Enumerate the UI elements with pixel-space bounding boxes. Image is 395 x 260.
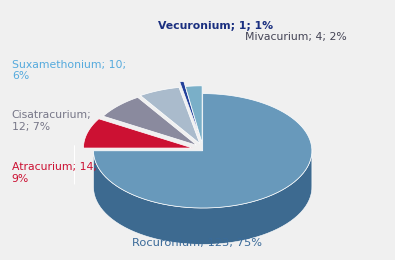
- Polygon shape: [94, 94, 312, 208]
- Polygon shape: [180, 81, 201, 138]
- Polygon shape: [94, 150, 312, 244]
- Text: Mivacurium; 4; 2%: Mivacurium; 4; 2%: [245, 32, 347, 42]
- Text: Cisatracurium;
12; 7%: Cisatracurium; 12; 7%: [12, 110, 92, 132]
- Text: Rocuronium; 123; 75%: Rocuronium; 123; 75%: [132, 238, 263, 248]
- Text: Atracurium; 14;
9%: Atracurium; 14; 9%: [12, 162, 97, 184]
- Polygon shape: [141, 87, 200, 144]
- Polygon shape: [103, 98, 197, 145]
- Text: Suxamethonium; 10;
6%: Suxamethonium; 10; 6%: [12, 60, 126, 81]
- Polygon shape: [185, 86, 202, 143]
- Text: Vecuronium; 1; 1%: Vecuronium; 1; 1%: [158, 21, 273, 31]
- Polygon shape: [83, 119, 193, 148]
